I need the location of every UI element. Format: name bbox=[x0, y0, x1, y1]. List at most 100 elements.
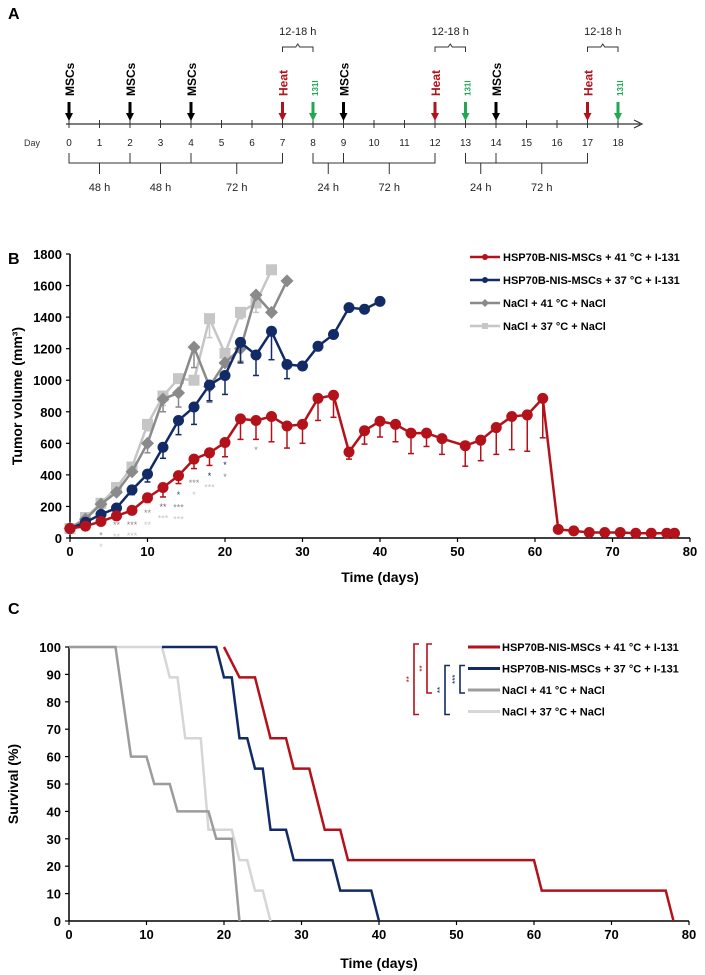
event-label-msc: MSCs bbox=[63, 62, 77, 96]
data-point bbox=[250, 414, 262, 426]
event-label-heat: Heat bbox=[429, 70, 443, 96]
interval-label: 72 h bbox=[531, 182, 552, 194]
survival-curve bbox=[162, 645, 381, 922]
day-tick-label: 11 bbox=[399, 138, 410, 149]
x-tick-label: 50 bbox=[449, 927, 463, 942]
interval-brace bbox=[495, 153, 588, 174]
data-point bbox=[204, 447, 215, 459]
data-point bbox=[188, 401, 200, 413]
data-point bbox=[614, 526, 626, 538]
event-label-msc: MSCs bbox=[338, 62, 352, 96]
significance-mark: *** bbox=[173, 503, 184, 513]
panel-label-b: B bbox=[8, 251, 20, 268]
interval-brace bbox=[129, 153, 192, 174]
series-circle-122a66 bbox=[64, 295, 386, 535]
data-point bbox=[266, 264, 277, 276]
interval-brace bbox=[312, 153, 344, 174]
data-point bbox=[482, 254, 488, 260]
heat-arrowhead-icon bbox=[431, 113, 439, 121]
data-point bbox=[265, 305, 278, 319]
interval-label: 12-18 h bbox=[432, 26, 469, 38]
y-tick-label: 90 bbox=[47, 667, 61, 682]
interval-brace bbox=[465, 153, 497, 174]
x-tick-label: 30 bbox=[295, 544, 309, 559]
data-point bbox=[537, 392, 549, 404]
x-tick-label: 20 bbox=[217, 927, 231, 942]
significance-mark: * bbox=[177, 490, 181, 500]
event-label-msc: MSCs bbox=[124, 62, 138, 96]
data-point bbox=[645, 527, 657, 539]
data-point bbox=[482, 323, 488, 329]
event-label-iodine: 131I bbox=[464, 80, 473, 96]
data-point bbox=[173, 373, 184, 385]
interval-brace bbox=[343, 153, 436, 174]
survival-curve bbox=[222, 646, 675, 922]
data-point bbox=[359, 303, 370, 315]
y-tick-label: 0 bbox=[54, 914, 61, 929]
heat-arrowhead-icon bbox=[583, 113, 592, 121]
legend-label: HSP70B-NIS-MSCs + 37 °C + I-131 bbox=[503, 275, 680, 287]
x-tick-label: 50 bbox=[450, 544, 464, 559]
interval-label: 48 h bbox=[150, 182, 171, 194]
data-point bbox=[219, 437, 231, 449]
significance-mark: ** bbox=[113, 520, 121, 530]
legend-label: NaCl + 37 °C + NaCl bbox=[503, 321, 606, 333]
data-point bbox=[521, 409, 533, 421]
significance-bracket bbox=[413, 643, 419, 716]
survival-curve bbox=[69, 645, 241, 922]
data-point bbox=[328, 328, 339, 340]
data-point bbox=[459, 440, 471, 452]
significance-mark: * bbox=[192, 490, 196, 500]
day-tick-label: 2 bbox=[127, 138, 133, 149]
event-label-msc: MSCs bbox=[185, 62, 199, 96]
heat-arrowhead-icon bbox=[278, 113, 287, 121]
significance-mark: *** bbox=[173, 514, 184, 524]
y-tick-label: 20 bbox=[47, 859, 61, 874]
data-point bbox=[630, 527, 642, 539]
significance-mark: ** bbox=[144, 508, 152, 518]
y-tick-label: 600 bbox=[40, 436, 62, 451]
y-tick-label: 1000 bbox=[33, 373, 62, 388]
event-label-msc: MSCs bbox=[490, 62, 504, 96]
x-tick-label: 0 bbox=[66, 544, 73, 559]
day-tick-label: 5 bbox=[219, 138, 225, 149]
event-label-iodine: 131I bbox=[616, 80, 625, 96]
y-tick-label: 1200 bbox=[33, 342, 62, 357]
data-point bbox=[95, 515, 107, 527]
y-axis-title: Survival (%) bbox=[5, 744, 21, 824]
significance-mark: * bbox=[208, 471, 212, 481]
significance-mark: ** bbox=[418, 665, 427, 671]
day-tick-label: 16 bbox=[551, 138, 563, 149]
day-tick-label: 12 bbox=[429, 138, 441, 149]
x-tick-label: 20 bbox=[218, 544, 232, 559]
data-point bbox=[110, 485, 123, 499]
data-point bbox=[490, 422, 502, 434]
data-point bbox=[235, 413, 246, 425]
legend-label: NaCl + 37 °C + NaCl bbox=[502, 707, 605, 719]
significance-mark: *** bbox=[451, 675, 460, 684]
significance-mark: *** bbox=[204, 482, 215, 492]
msc-arrowhead-icon bbox=[65, 113, 73, 121]
data-point bbox=[204, 313, 215, 325]
interval-brace bbox=[434, 43, 466, 52]
y-tick-label: 40 bbox=[47, 804, 61, 819]
data-point bbox=[343, 446, 355, 458]
data-point bbox=[172, 386, 185, 400]
y-tick-label: 200 bbox=[40, 499, 62, 514]
x-tick-label: 60 bbox=[527, 927, 541, 942]
msc-arrowhead-icon bbox=[187, 113, 195, 121]
significance-mark: ** bbox=[436, 687, 445, 693]
data-point bbox=[390, 418, 401, 430]
significance-bracket bbox=[426, 643, 432, 694]
day-tick-label: 8 bbox=[310, 138, 316, 149]
data-point bbox=[280, 274, 294, 288]
data-point bbox=[599, 526, 611, 538]
day-tick-label: 18 bbox=[612, 138, 624, 149]
interval-brace bbox=[282, 43, 314, 52]
data-point bbox=[111, 510, 122, 522]
y-tick-label: 1600 bbox=[33, 279, 62, 294]
x-axis-title: Time (days) bbox=[341, 569, 419, 585]
x-tick-label: 10 bbox=[140, 544, 154, 559]
day-tick-label: 4 bbox=[188, 138, 194, 149]
